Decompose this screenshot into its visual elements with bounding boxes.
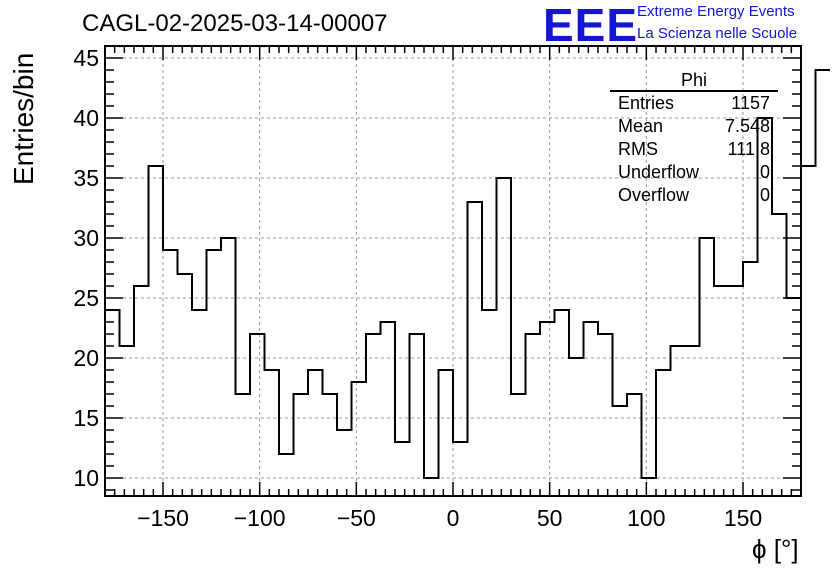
x-tick-label: −150: [137, 505, 189, 531]
logo-line-1: Extreme Energy Events: [637, 3, 795, 20]
stats-value: 7.548: [724, 116, 770, 136]
x-tick-label: 150: [724, 505, 762, 531]
stats-title: Phi: [610, 70, 778, 92]
axis-tick-labels: −150 −100 −50 0 50 100 150 10 15 20 25 30 35 40 45: [73, 45, 762, 531]
stats-label: RMS: [618, 139, 658, 159]
x-tick-label: 100: [627, 505, 665, 531]
stats-label: Mean: [618, 116, 664, 136]
chart-title: CAGL-02-2025-03-14-00007: [82, 10, 388, 37]
stats-box: Phi Entries 1157 Mean 7.548 RMS 111.8 Under…: [610, 70, 778, 207]
x-axis-label: ϕ [°]: [752, 534, 799, 564]
x-tick-label: 50: [537, 505, 563, 531]
y-tick-label: 15: [73, 405, 99, 431]
y-tick-label: 25: [73, 285, 99, 311]
x-tick-label: −50: [337, 505, 376, 531]
y-tick-label: 10: [73, 465, 99, 491]
stats-label: Entries: [618, 93, 675, 113]
stats-value: 1157: [731, 93, 770, 113]
y-axis-label: Entries/bin: [8, 52, 39, 185]
logo-line-2: La Scienza nelle Scuole: [637, 25, 798, 42]
x-tick-label: −100: [234, 505, 286, 531]
histogram-step-line: [105, 69, 830, 479]
x-tick-label: 0: [447, 505, 460, 531]
stats-value: 111.8: [727, 139, 770, 159]
stats-label: Underflow: [618, 162, 700, 182]
stats-row: Entries 1157: [610, 92, 778, 115]
y-tick-label: 20: [73, 345, 99, 371]
stats-row: RMS 111.8: [610, 138, 778, 161]
stats-value: 0: [759, 162, 770, 182]
axis-ticks: [105, 45, 801, 496]
stats-value: 0: [759, 185, 770, 205]
y-tick-label: 35: [73, 165, 99, 191]
y-tick-label: 40: [73, 105, 99, 131]
stats-row: Mean 7.548: [610, 115, 778, 138]
stats-row: Overflow 0: [610, 184, 778, 207]
stats-label: Overflow: [618, 185, 690, 205]
y-tick-label: 30: [73, 225, 99, 251]
stats-row: Underflow 0: [610, 161, 778, 184]
eee-logo: EEE: [543, 0, 639, 51]
y-tick-label: 45: [73, 45, 99, 71]
